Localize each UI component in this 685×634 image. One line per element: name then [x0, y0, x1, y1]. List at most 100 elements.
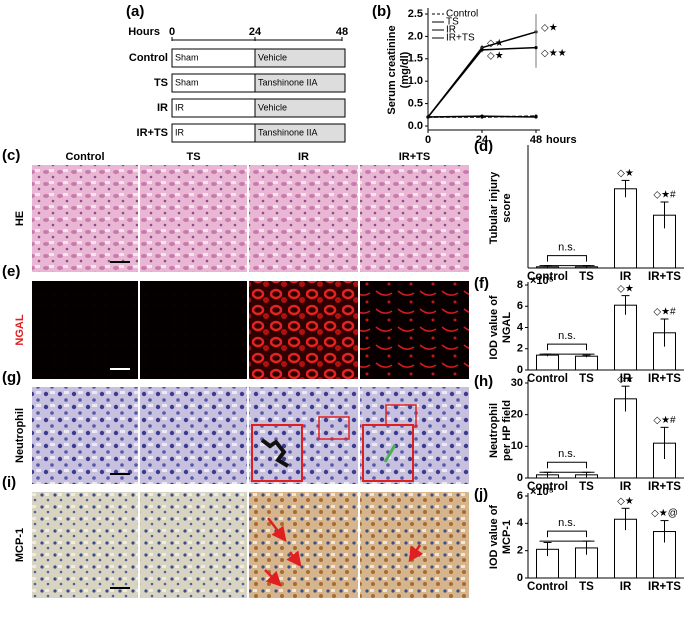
box	[254, 73, 346, 93]
arrow	[383, 444, 397, 463]
x-tick-label: Control	[527, 481, 568, 493]
group-label: Control	[129, 52, 168, 64]
y-tick-label: 2	[517, 545, 523, 557]
y-tick-label: 4	[517, 321, 524, 333]
point	[534, 115, 538, 119]
box-label: Tanshinone IIA	[258, 77, 318, 87]
ns-label: n.s.	[558, 330, 576, 342]
box-label: Vehicle	[258, 52, 287, 62]
y-tick-label: 0	[517, 364, 523, 376]
x-tick-label: 0	[425, 134, 431, 146]
micrograph	[360, 281, 469, 379]
micrograph	[249, 281, 358, 379]
y-tick-label: 0.0	[408, 120, 423, 132]
bar	[536, 354, 559, 371]
group-label: IR	[157, 102, 168, 114]
x-tick-label: TS	[579, 373, 594, 385]
y-tick-label: 0	[517, 572, 523, 584]
tick-label: 48	[336, 26, 348, 38]
arrow	[408, 544, 424, 563]
ns-label: n.s.	[558, 448, 576, 460]
x-tick-label: TS	[579, 271, 594, 283]
box-label: IR	[175, 127, 185, 137]
line	[427, 31, 537, 118]
y-tick-label: 2.5	[408, 8, 423, 20]
annotation: ◇★	[487, 38, 504, 49]
line	[427, 46, 537, 118]
box-label: Sham	[175, 52, 199, 62]
y-axis-label: (mg/dl)	[399, 51, 411, 88]
y-tick-label: 0	[517, 472, 523, 484]
axis-label: Hours	[128, 26, 160, 38]
row-label: HE	[14, 211, 26, 226]
panel-label: (h)	[474, 373, 493, 390]
y-tick-label: 2	[517, 343, 523, 355]
inset-box	[318, 416, 350, 440]
panel-label: (f)	[474, 275, 489, 292]
x-tick-label: IR+TS	[648, 271, 681, 283]
micrograph	[140, 281, 247, 379]
annotation: ◇★	[541, 23, 558, 34]
point	[426, 115, 430, 119]
ns-label: n.s.	[558, 242, 576, 254]
significance: ◇★	[617, 496, 634, 507]
y-axis-label: MCP-1	[501, 520, 513, 554]
x-tick-label: IR+TS	[648, 581, 681, 593]
x-tick-label: IR	[620, 481, 632, 493]
micrograph	[140, 492, 247, 598]
y-tick-label: 0.5	[408, 98, 423, 110]
column-header: Control	[65, 151, 104, 163]
box-label: IR	[175, 102, 185, 112]
y-axis-label: IOD value of	[488, 505, 500, 570]
y-tick-label: 20	[511, 409, 523, 421]
column-header: IR+TS	[399, 151, 430, 163]
y-tick-label: 8	[517, 279, 523, 291]
panel-label: (j)	[474, 486, 488, 503]
panel-label: (e)	[2, 263, 20, 280]
box	[254, 123, 346, 143]
micrograph	[32, 492, 138, 598]
x-tick-label: Control	[527, 373, 568, 385]
x-tick-label: IR+TS	[648, 481, 681, 493]
bracket	[547, 343, 587, 351]
significance: ◇★	[617, 168, 634, 179]
x-tick-label: IR+TS	[648, 373, 681, 385]
legend-label: IR	[446, 25, 456, 36]
box	[254, 98, 346, 118]
panel-label: (b)	[372, 3, 391, 20]
y-tick-label: 6	[517, 300, 523, 312]
y-axis-label: per HP field	[501, 400, 513, 461]
significance: ◇★#	[653, 190, 676, 201]
micrograph	[249, 492, 358, 598]
point	[534, 46, 538, 50]
x-tick-label: IR	[620, 373, 632, 385]
x-tick-label: 48	[530, 134, 542, 146]
y-axis-label: IOD value of	[488, 295, 500, 360]
y-multiplier: ×10⁵	[530, 275, 554, 287]
row-label: MCP-1	[14, 528, 26, 562]
y-axis-label: NGAL	[501, 312, 513, 343]
y-tick-label: 30	[511, 377, 523, 389]
y-multiplier: ×10⁵	[530, 486, 554, 498]
y-tick-label: 2.0	[408, 30, 423, 42]
x-tick-label: TS	[579, 481, 594, 493]
micrograph	[32, 387, 138, 484]
arrow	[267, 517, 287, 542]
annotation: ◇★	[487, 50, 504, 61]
bracket	[547, 255, 587, 262]
point	[480, 48, 484, 52]
bar	[575, 355, 598, 371]
point	[480, 114, 484, 118]
micrograph	[140, 387, 247, 484]
y-axis-label: Serum creatinine	[386, 25, 398, 114]
y-tick-label: 1.0	[408, 75, 423, 87]
micrograph	[249, 165, 358, 272]
bar	[614, 188, 637, 269]
bar	[614, 304, 637, 371]
ns-label: n.s.	[558, 517, 576, 529]
y-axis-label: Tubular injury	[488, 171, 500, 244]
box	[254, 48, 346, 68]
x-tick-label: Control	[527, 581, 568, 593]
